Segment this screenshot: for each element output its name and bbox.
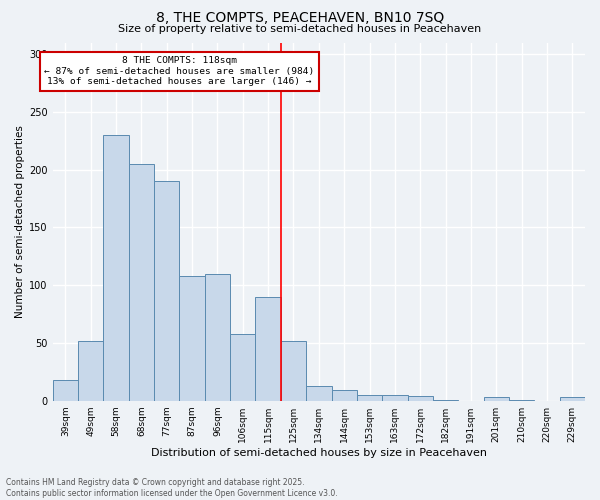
Text: 8, THE COMPTS, PEACEHAVEN, BN10 7SQ: 8, THE COMPTS, PEACEHAVEN, BN10 7SQ: [156, 11, 444, 25]
Y-axis label: Number of semi-detached properties: Number of semi-detached properties: [15, 125, 25, 318]
Bar: [129, 164, 154, 400]
Bar: [78, 340, 103, 400]
Bar: [281, 340, 306, 400]
Bar: [103, 135, 129, 400]
Bar: [154, 181, 179, 400]
Bar: [306, 386, 332, 400]
Bar: [230, 334, 256, 400]
Bar: [179, 276, 205, 400]
X-axis label: Distribution of semi-detached houses by size in Peacehaven: Distribution of semi-detached houses by …: [151, 448, 487, 458]
Bar: [205, 274, 230, 400]
Bar: [560, 397, 585, 400]
Bar: [332, 390, 357, 400]
Bar: [53, 380, 78, 400]
Bar: [382, 395, 407, 400]
Bar: [407, 396, 433, 400]
Text: 8 THE COMPTS: 118sqm
← 87% of semi-detached houses are smaller (984)
13% of semi: 8 THE COMPTS: 118sqm ← 87% of semi-detac…: [44, 56, 314, 86]
Bar: [484, 397, 509, 400]
Text: Size of property relative to semi-detached houses in Peacehaven: Size of property relative to semi-detach…: [118, 24, 482, 34]
Bar: [357, 395, 382, 400]
Text: Contains HM Land Registry data © Crown copyright and database right 2025.
Contai: Contains HM Land Registry data © Crown c…: [6, 478, 338, 498]
Bar: [256, 296, 281, 401]
